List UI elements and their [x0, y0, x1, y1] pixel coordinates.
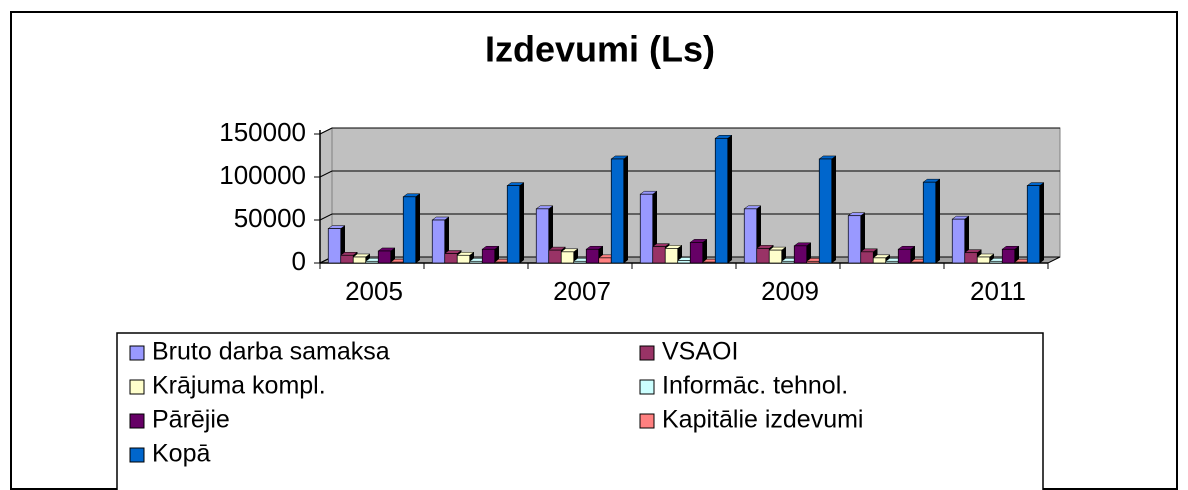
legend-swatch [129, 379, 145, 395]
legend-swatch [129, 447, 145, 463]
bar [689, 242, 704, 264]
bar [818, 158, 833, 264]
bar [560, 251, 575, 264]
bar [585, 248, 600, 264]
bar [664, 248, 679, 264]
bar [768, 249, 783, 264]
bar [793, 245, 808, 264]
bar [365, 260, 379, 264]
y-tick-label: 150000 [219, 117, 306, 147]
bar [431, 219, 446, 264]
bar [989, 260, 1003, 264]
y-tick-label: 100000 [219, 160, 306, 190]
bar [781, 260, 795, 264]
bar [494, 261, 508, 264]
legend-label: Krājuma kompl. [152, 372, 326, 400]
bar [481, 248, 496, 264]
legend-label: Pārējie [152, 406, 230, 434]
bar [639, 193, 654, 264]
legend-label: Bruto darba samaksa [152, 338, 390, 366]
bar [535, 208, 550, 264]
bar [1001, 248, 1016, 264]
bar [598, 257, 612, 264]
bar [702, 261, 716, 264]
bar [964, 252, 978, 264]
bar-side [831, 155, 836, 264]
bar [327, 228, 342, 264]
bar [951, 218, 966, 264]
bar [885, 260, 899, 264]
bar [677, 260, 691, 264]
bar [860, 251, 874, 264]
bar [573, 260, 587, 264]
bar [390, 261, 404, 264]
bar [897, 248, 912, 264]
bar [872, 257, 887, 264]
bar-side [935, 178, 940, 264]
bar [652, 246, 666, 264]
legend-swatch [129, 345, 145, 361]
legend-swatch [639, 345, 655, 361]
bar [352, 256, 367, 264]
bar [402, 196, 417, 264]
bar [506, 185, 521, 264]
bar [1026, 185, 1041, 264]
bar [377, 250, 392, 264]
bar [548, 249, 562, 264]
x-tick-label: 2009 [761, 276, 819, 306]
bar [340, 254, 354, 264]
y-tick-label: 50000 [234, 203, 306, 233]
bar [922, 181, 937, 264]
bar-side [623, 155, 628, 264]
bar [847, 215, 862, 264]
bar-side [727, 134, 732, 264]
legend-label: Informāc. tehnol. [662, 372, 848, 400]
bar-side [1039, 182, 1044, 264]
legend-label: Kapitālie izdevumi [662, 406, 864, 434]
bar [756, 248, 770, 264]
bar [910, 261, 924, 264]
bar [444, 253, 458, 264]
bar [456, 254, 471, 264]
legend-swatch [639, 379, 655, 395]
bar-side [415, 193, 420, 264]
x-tick-label: 2011 [970, 276, 1026, 306]
grid-line [319, 170, 1060, 178]
legend-label: Kopā [152, 440, 210, 468]
bar [714, 137, 729, 264]
bar [469, 260, 483, 264]
chart-title: Izdevumi (Ls) [485, 29, 715, 70]
bar [743, 208, 758, 264]
bar [610, 158, 625, 264]
x-tick-label: 2007 [553, 276, 611, 306]
legend-swatch [129, 413, 145, 429]
legend-label: VSAOI [662, 338, 738, 366]
bar-side [519, 182, 524, 264]
grid-line [319, 127, 1060, 135]
bar [806, 260, 820, 264]
y-tick-label: 0 [292, 246, 306, 276]
legend-box [116, 332, 1044, 490]
grid-line [319, 213, 1060, 221]
bar [976, 256, 991, 264]
x-tick-label: 2005 [345, 276, 403, 306]
legend-swatch [639, 413, 655, 429]
bar [1014, 261, 1028, 264]
